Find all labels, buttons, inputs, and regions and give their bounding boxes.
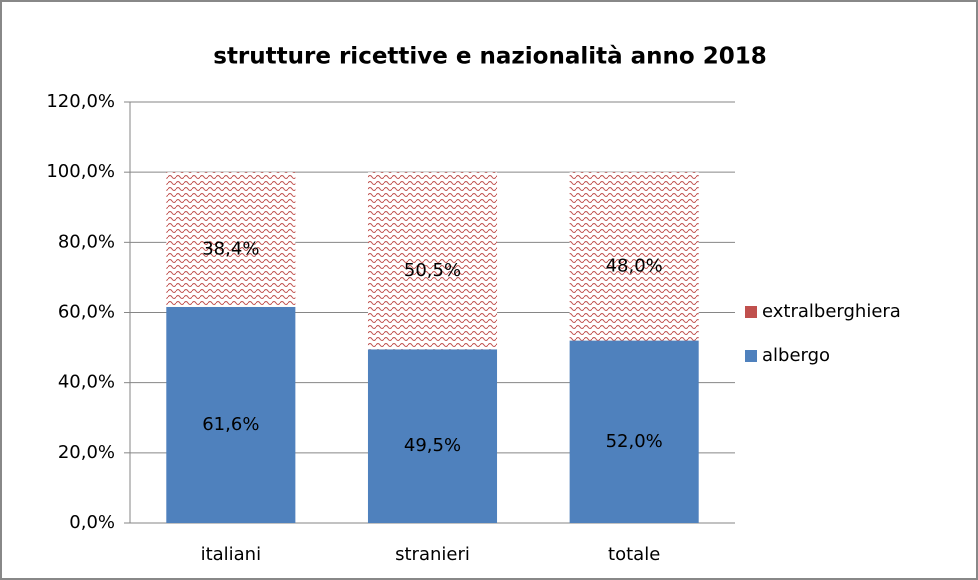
x-tick-label: totale [608, 544, 660, 565]
x-tick-label: stranieri [395, 544, 470, 565]
y-tick-label: 20,0% [58, 442, 115, 463]
bar-segment [166, 306, 296, 523]
y-tick-label: 0,0% [69, 512, 115, 533]
data-label: 38,4% [202, 239, 259, 260]
bar-segment [367, 172, 498, 350]
data-label: 48,0% [606, 255, 663, 276]
data-label: 50,5% [404, 260, 461, 281]
y-tick-label: 40,0% [58, 372, 115, 393]
y-tick-label: 80,0% [58, 231, 115, 252]
y-tick-label: 60,0% [58, 302, 115, 323]
bar-segment [569, 172, 699, 341]
legend-swatch [745, 350, 757, 362]
bar-segment [367, 349, 498, 523]
data-label: 52,0% [606, 431, 663, 452]
chart-title: strutture ricettive e nazionalità anno 2… [213, 44, 767, 70]
legend-swatch [745, 306, 757, 318]
legend-label: albergo [762, 345, 830, 366]
y-tick-label: 100,0% [46, 161, 115, 182]
legend-label: extralberghiera [762, 301, 901, 322]
bar-segment [569, 340, 699, 523]
bar-segment [166, 172, 296, 307]
data-label: 49,5% [404, 435, 461, 456]
y-tick-label: 120,0% [46, 91, 115, 112]
x-tick-label: italiani [201, 544, 262, 565]
data-label: 61,6% [202, 414, 259, 435]
